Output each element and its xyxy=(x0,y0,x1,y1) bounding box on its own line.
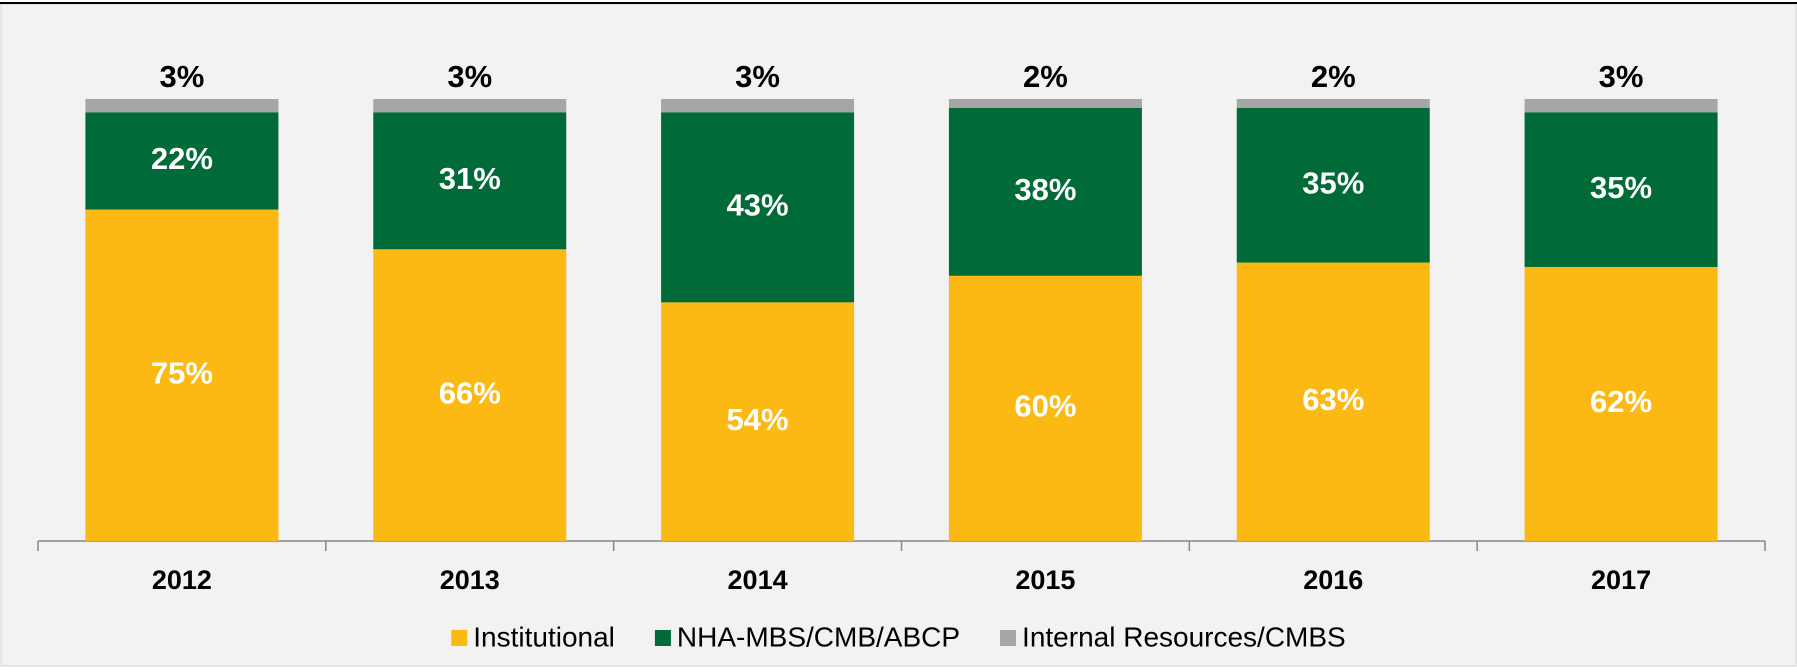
bar-segment xyxy=(1524,266,1718,541)
data-label: 38% xyxy=(1014,172,1076,207)
data-label: 35% xyxy=(1590,170,1652,205)
data-label: 75% xyxy=(151,355,213,390)
bar-segment xyxy=(85,209,279,541)
data-label: 31% xyxy=(439,161,501,196)
bar-segment xyxy=(1236,107,1430,263)
bar-segment xyxy=(948,275,1142,541)
legend-label: Institutional xyxy=(473,621,615,652)
legend-label: NHA-MBS/CMB/ABCP xyxy=(677,621,960,652)
bar-segment xyxy=(948,99,1142,108)
x-tick-label: 2016 xyxy=(1303,565,1363,595)
data-label: 60% xyxy=(1014,389,1076,424)
bar-segment xyxy=(85,99,279,113)
bar-segment xyxy=(373,112,567,250)
data-label: 35% xyxy=(1302,165,1364,200)
legend-swatch xyxy=(654,630,671,646)
bar-segment xyxy=(948,107,1142,276)
background xyxy=(0,3,1797,667)
data-label: 2% xyxy=(1311,59,1356,94)
bar-segment xyxy=(1236,262,1430,541)
data-label: 3% xyxy=(160,59,205,94)
data-label: 22% xyxy=(151,141,213,176)
x-tick-label: 2013 xyxy=(440,565,500,595)
x-tick-label: 2012 xyxy=(152,565,212,595)
x-tick-label: 2014 xyxy=(728,565,788,595)
bar-segment xyxy=(373,249,567,541)
bar-segment xyxy=(1524,99,1718,113)
bar-segment xyxy=(373,99,567,113)
legend-swatch xyxy=(1000,630,1017,646)
x-tick-label: 2015 xyxy=(1015,565,1075,595)
bar-segment xyxy=(1236,99,1430,108)
legend-label: Internal Resources/CMBS xyxy=(1022,621,1346,652)
bar-segment xyxy=(661,99,855,113)
data-label: 3% xyxy=(447,59,492,94)
data-label: 62% xyxy=(1590,384,1652,419)
data-label: 54% xyxy=(727,402,789,437)
data-label: 3% xyxy=(1599,59,1644,94)
data-label: 43% xyxy=(727,187,789,222)
bar-segment xyxy=(661,302,855,541)
legend-swatch xyxy=(451,630,468,646)
x-tick-label: 2017 xyxy=(1591,565,1651,595)
data-label: 63% xyxy=(1302,382,1364,417)
bar-segment xyxy=(1524,112,1718,267)
bar-segment xyxy=(661,112,855,303)
bar-segment xyxy=(85,112,279,210)
data-label: 3% xyxy=(735,59,780,94)
data-label: 66% xyxy=(439,375,501,410)
data-label: 2% xyxy=(1023,59,1068,94)
